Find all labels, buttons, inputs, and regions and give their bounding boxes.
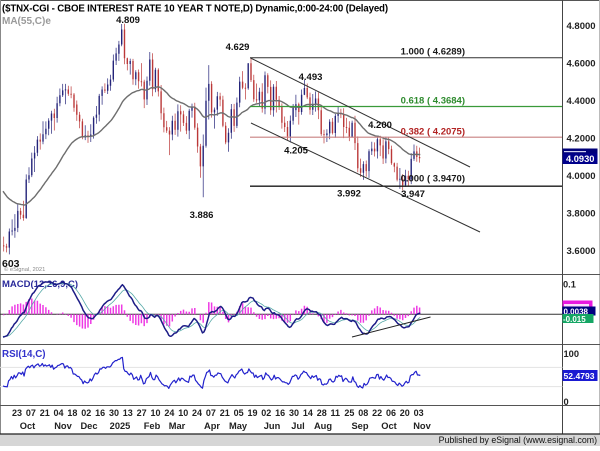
svg-text:30: 30 bbox=[109, 408, 119, 418]
svg-text:0.0038: 0.0038 bbox=[564, 307, 589, 316]
svg-text:MA(55,C)e: MA(55,C)e bbox=[2, 16, 51, 27]
svg-text:100: 100 bbox=[564, 349, 580, 359]
svg-text:52.4793: 52.4793 bbox=[564, 371, 595, 381]
svg-text:4.809: 4.809 bbox=[116, 15, 140, 26]
svg-text:Jun: Jun bbox=[264, 421, 281, 431]
svg-text:4.0000: 4.0000 bbox=[567, 171, 596, 182]
svg-text:30: 30 bbox=[289, 408, 299, 418]
svg-text:07: 07 bbox=[206, 408, 216, 418]
svg-text:11: 11 bbox=[331, 408, 341, 418]
svg-text:19: 19 bbox=[247, 408, 257, 418]
svg-text:21: 21 bbox=[220, 408, 230, 418]
svg-text:18: 18 bbox=[67, 408, 77, 418]
svg-text:27: 27 bbox=[137, 408, 147, 418]
svg-text:Nov: Nov bbox=[54, 421, 72, 431]
svg-text:4.4000: 4.4000 bbox=[567, 96, 596, 107]
svg-text:16: 16 bbox=[95, 408, 105, 418]
svg-text:RSI(14,C): RSI(14,C) bbox=[2, 349, 46, 360]
svg-text:16: 16 bbox=[275, 408, 285, 418]
svg-text:0.618 ( 4.3684): 0.618 ( 4.3684) bbox=[401, 96, 465, 107]
svg-text:10: 10 bbox=[178, 408, 188, 418]
svg-text:4.493: 4.493 bbox=[299, 72, 323, 83]
svg-text:Feb: Feb bbox=[144, 421, 161, 431]
svg-text:Published by eSignal (www.esig: Published by eSignal (www.esignal.com) bbox=[439, 435, 597, 445]
svg-text:3.886: 3.886 bbox=[190, 210, 214, 221]
svg-text:08: 08 bbox=[358, 408, 368, 418]
svg-text:3.6000: 3.6000 bbox=[567, 246, 596, 257]
svg-text:24: 24 bbox=[164, 408, 174, 418]
svg-text:02: 02 bbox=[81, 408, 91, 418]
svg-text:10: 10 bbox=[151, 408, 161, 418]
svg-text:4.8000: 4.8000 bbox=[567, 21, 596, 32]
svg-text:4.6000: 4.6000 bbox=[567, 59, 596, 70]
svg-text:($TNX-CGI - CBOE INTEREST RATE: ($TNX-CGI - CBOE INTEREST RATE 10 YEAR T… bbox=[2, 4, 388, 15]
svg-text:Nov: Nov bbox=[413, 421, 431, 431]
svg-text:06: 06 bbox=[386, 408, 396, 418]
svg-text:0.382 ( 4.2075): 0.382 ( 4.2075) bbox=[401, 127, 465, 138]
svg-text:603: 603 bbox=[2, 258, 20, 270]
svg-text:07: 07 bbox=[26, 408, 36, 418]
svg-text:3.8000: 3.8000 bbox=[567, 209, 596, 220]
svg-text:© eSignal, 2021: © eSignal, 2021 bbox=[4, 266, 45, 273]
svg-text:3.992: 3.992 bbox=[337, 189, 361, 200]
svg-text:05: 05 bbox=[234, 408, 244, 418]
svg-text:Apr: Apr bbox=[204, 421, 220, 431]
svg-text:21: 21 bbox=[40, 408, 50, 418]
svg-text:0: 0 bbox=[564, 397, 569, 407]
svg-text:2025: 2025 bbox=[110, 421, 131, 431]
svg-text:22: 22 bbox=[372, 408, 382, 418]
svg-text:0.1: 0.1 bbox=[563, 280, 576, 290]
svg-text:0.000 ( 3.9470): 0.000 ( 3.9470) bbox=[401, 174, 465, 185]
svg-text:24: 24 bbox=[192, 408, 202, 418]
svg-text:23: 23 bbox=[12, 408, 22, 418]
svg-text:Oct: Oct bbox=[381, 421, 397, 431]
svg-text:1.000 ( 4.6289): 1.000 ( 4.6289) bbox=[401, 47, 465, 58]
svg-text:4.629: 4.629 bbox=[226, 42, 250, 53]
svg-text:Jul: Jul bbox=[291, 421, 304, 431]
svg-text:3.947: 3.947 bbox=[401, 189, 425, 200]
svg-text:Oct: Oct bbox=[20, 421, 36, 431]
svg-text:May: May bbox=[229, 421, 248, 431]
svg-text:Mar: Mar bbox=[169, 421, 186, 431]
svg-text:4.200: 4.200 bbox=[368, 120, 392, 131]
svg-text:02: 02 bbox=[261, 408, 271, 418]
svg-text:Dec: Dec bbox=[80, 421, 97, 431]
svg-text:4.0930: 4.0930 bbox=[566, 154, 594, 164]
svg-text:13: 13 bbox=[123, 408, 133, 418]
svg-text:03: 03 bbox=[414, 408, 424, 418]
svg-text:04: 04 bbox=[54, 408, 64, 418]
svg-text:20: 20 bbox=[400, 408, 410, 418]
svg-text:28: 28 bbox=[317, 408, 327, 418]
svg-text:4.205: 4.205 bbox=[284, 146, 308, 157]
svg-text:Aug: Aug bbox=[314, 421, 332, 431]
svg-text:14: 14 bbox=[303, 408, 313, 418]
svg-text:4.2000: 4.2000 bbox=[567, 134, 596, 145]
svg-text:Sep: Sep bbox=[351, 421, 368, 431]
svg-text:25: 25 bbox=[344, 408, 354, 418]
svg-text:-0.015: -0.015 bbox=[563, 315, 586, 324]
